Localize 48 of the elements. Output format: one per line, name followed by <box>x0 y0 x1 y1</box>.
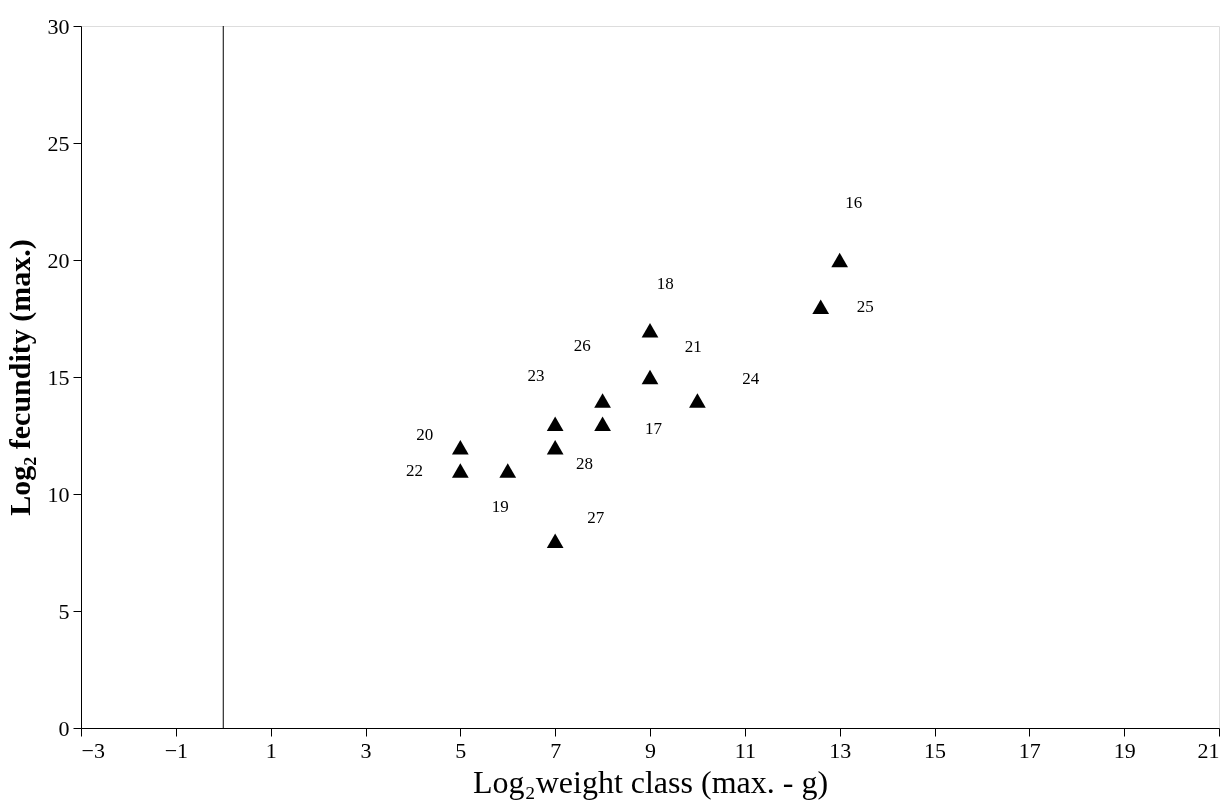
annotation: 25 <box>856 296 874 316</box>
x-tick-label: 19 <box>1113 737 1136 763</box>
annotation: 28 <box>575 453 593 473</box>
y-tick-label: 0 <box>58 715 70 741</box>
point <box>594 416 611 432</box>
y-tick-label: 10 <box>47 481 70 507</box>
point <box>546 439 564 455</box>
x-tick-label: 3 <box>360 737 372 763</box>
y-tick-label: 30 <box>47 13 70 39</box>
annotation: 18 <box>656 274 674 294</box>
x-axis-title: Log₂weight class (max. - g) <box>472 763 829 800</box>
y-tick-label: 15 <box>47 364 70 390</box>
annotation: 17 <box>644 418 663 438</box>
annotation: 22 <box>406 460 424 480</box>
x-tick-label: 1 <box>265 737 277 763</box>
x-tick-label: 21 <box>1197 737 1220 763</box>
x-tick-label: −1 <box>164 737 189 763</box>
point <box>499 463 517 478</box>
annotation: 20 <box>416 424 434 444</box>
x-tick-label: 9 <box>645 737 656 763</box>
point <box>451 439 469 455</box>
annotation: 21 <box>684 336 702 356</box>
x-tick-label: 7 <box>550 737 562 763</box>
point <box>641 322 659 338</box>
annotation: 24 <box>742 368 760 388</box>
x-tick-label: 17 <box>1018 737 1041 763</box>
y-axis-title: Log₂ fecundity (max.) <box>2 239 37 516</box>
point <box>641 369 659 385</box>
annotation: 23 <box>527 365 545 385</box>
annotation: 26 <box>573 335 591 355</box>
annotation: 27 <box>587 507 605 527</box>
point <box>546 533 564 549</box>
x-tick-label: 11 <box>734 737 756 763</box>
x-tick-label: 13 <box>829 737 852 763</box>
point <box>831 252 849 268</box>
annotation: 19 <box>491 497 509 517</box>
y-tick-label: 5 <box>58 598 70 624</box>
point <box>594 393 611 408</box>
x-tick-label: 15 <box>924 737 946 763</box>
point <box>812 299 830 315</box>
point <box>451 463 469 478</box>
y-tick-label: 20 <box>47 247 70 273</box>
y-tick-label: 25 <box>47 130 70 156</box>
x-tick-label: −3 <box>81 737 105 763</box>
point <box>689 393 706 408</box>
x-tick-label: 5 <box>455 737 467 763</box>
point <box>546 416 564 432</box>
annotation: 16 <box>845 192 863 212</box>
